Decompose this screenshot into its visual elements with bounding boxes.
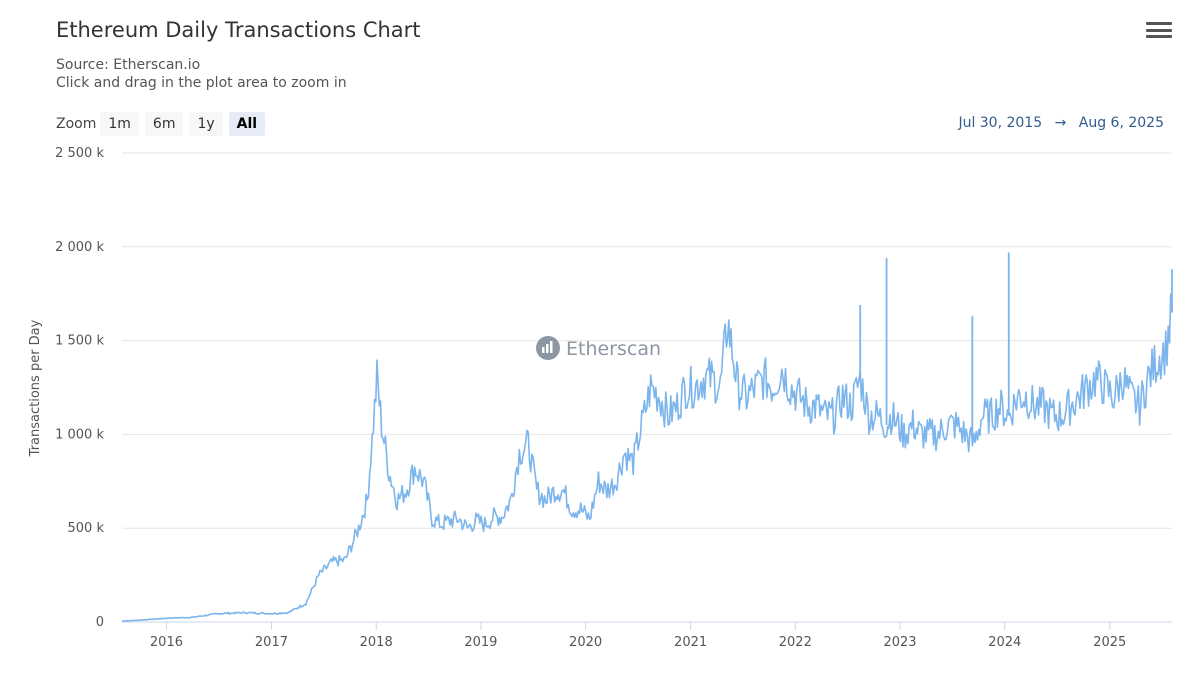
x-tick-label: 2024 <box>988 635 1021 650</box>
hamburger-menu-icon[interactable] <box>1146 22 1172 42</box>
zoom-selector: Zoom 1m 6m 1y All <box>56 111 271 137</box>
x-tick-label: 2016 <box>150 635 183 650</box>
watermark: Etherscan <box>536 336 661 360</box>
x-tick-label: 2023 <box>883 635 916 650</box>
menu-bar <box>1146 35 1172 38</box>
y-tick-label: 2 500 k <box>55 146 104 161</box>
x-tick-label: 2025 <box>1093 635 1126 650</box>
zoom-1m-button[interactable]: 1m <box>100 112 139 136</box>
grid-lines <box>122 152 1172 623</box>
y-tick-label: 500 k <box>68 521 105 536</box>
y-tick-label: 1 000 k <box>55 427 104 442</box>
logo-bar <box>546 344 549 353</box>
range-from[interactable]: Jul 30, 2015 <box>958 115 1043 131</box>
menu-bar <box>1146 28 1172 32</box>
x-tick-label: 2018 <box>360 635 393 650</box>
zoom-hint-text: Click and drag in the plot area to zoom … <box>56 75 347 91</box>
menu-bar <box>1146 22 1172 25</box>
y-tick-label: 2 000 k <box>55 240 104 255</box>
x-tick-label: 2022 <box>779 635 812 650</box>
y-axis-ticks: 0 500 k 1 000 k 1 500 k 2 000 k 2 500 k <box>55 146 104 630</box>
series-layer <box>121 252 1173 622</box>
zoom-6m-button[interactable]: 6m <box>144 112 184 136</box>
chart-title: Ethereum Daily Transactions Chart <box>56 18 421 42</box>
range-arrow: → <box>1054 115 1067 131</box>
y-axis-label: Transactions per Day <box>28 319 43 457</box>
x-axis-ticks: 2016 2017 2018 2019 2020 2021 2022 2023 2024 2025 <box>150 622 1126 650</box>
chart-subtitle: Source: Etherscan.io Click and drag in t… <box>56 56 347 92</box>
y-tick-label: 0 <box>96 615 104 630</box>
date-range: Jul 30, 2015 → Aug 6, 2025 <box>954 115 1168 131</box>
source-text: Source: Etherscan.io <box>56 57 201 73</box>
range-to[interactable]: Aug 6, 2025 <box>1078 115 1164 131</box>
logo-bar <box>550 341 553 353</box>
watermark-text: Etherscan <box>566 338 661 360</box>
zoom-label: Zoom <box>56 116 97 132</box>
zoom-all-button[interactable]: All <box>228 112 266 136</box>
x-tick-label: 2017 <box>255 635 288 650</box>
y-tick-label: 1 500 k <box>55 334 104 349</box>
x-tick-label: 2020 <box>569 635 602 650</box>
x-tick-label: 2021 <box>674 635 707 650</box>
x-tick-label: 2019 <box>464 635 497 650</box>
series-line <box>121 293 1173 622</box>
zoom-1y-button[interactable]: 1y <box>189 112 223 136</box>
logo-bar <box>542 347 545 353</box>
